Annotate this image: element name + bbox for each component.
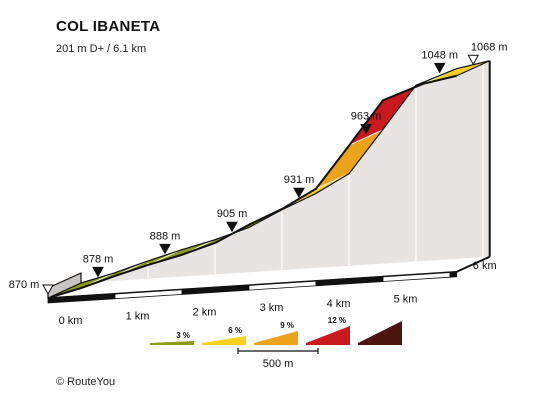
altitude-marker xyxy=(293,187,305,199)
legend-label: 3 % xyxy=(176,331,190,340)
legend-label: 9 % xyxy=(280,321,294,330)
altitude-label: 1048 m xyxy=(421,49,458,61)
profile-base-end xyxy=(456,255,491,273)
x-tick-label: 2 km xyxy=(193,306,217,318)
legend-swatch xyxy=(150,341,194,345)
chart-title: COL IBANETA xyxy=(56,18,161,35)
profile-back-edge xyxy=(80,60,490,284)
chart-subtitle: 201 m D+ / 6.1 km xyxy=(56,43,147,55)
scale-label: 500 m xyxy=(263,358,294,370)
legend-swatch xyxy=(306,326,350,345)
altitude-label: 870 m xyxy=(9,279,40,291)
profile-side-wall xyxy=(81,60,490,283)
altitude-label: 888 m xyxy=(150,230,181,242)
altitude-marker xyxy=(433,62,446,74)
x-tick-label: 0 km xyxy=(59,315,83,327)
altitude-label: 1068 m xyxy=(471,41,508,53)
x-tick-label: 6 km xyxy=(473,260,497,272)
x-tick-label: 5 km xyxy=(394,294,418,306)
legend-swatch xyxy=(202,336,246,345)
altitude-label: 963 m xyxy=(351,111,382,123)
x-tick-label: 3 km xyxy=(260,302,284,314)
altitude-marker xyxy=(92,266,104,278)
altitude-label: 905 m xyxy=(217,208,248,220)
legend-swatch xyxy=(254,331,298,345)
altitude-marker xyxy=(360,124,372,135)
altitude-marker xyxy=(467,54,480,66)
altitude-label: 931 m xyxy=(284,174,315,186)
profile-base-edge xyxy=(47,271,457,299)
legend-label: 6 % xyxy=(228,326,242,335)
altitude-marker xyxy=(42,284,54,296)
x-tick-label: 1 km xyxy=(126,311,150,323)
profile-front-edge xyxy=(47,74,457,299)
altitude-label: 878 m xyxy=(83,253,114,265)
profile-top-edge xyxy=(456,60,490,77)
x-tick-label: 4 km xyxy=(327,298,351,310)
legend-swatch xyxy=(358,321,402,345)
credit-text: © RouteYou xyxy=(56,376,116,388)
legend-label: 12 % xyxy=(328,316,346,325)
altitude-marker xyxy=(226,221,238,233)
altitude-marker xyxy=(159,243,171,255)
